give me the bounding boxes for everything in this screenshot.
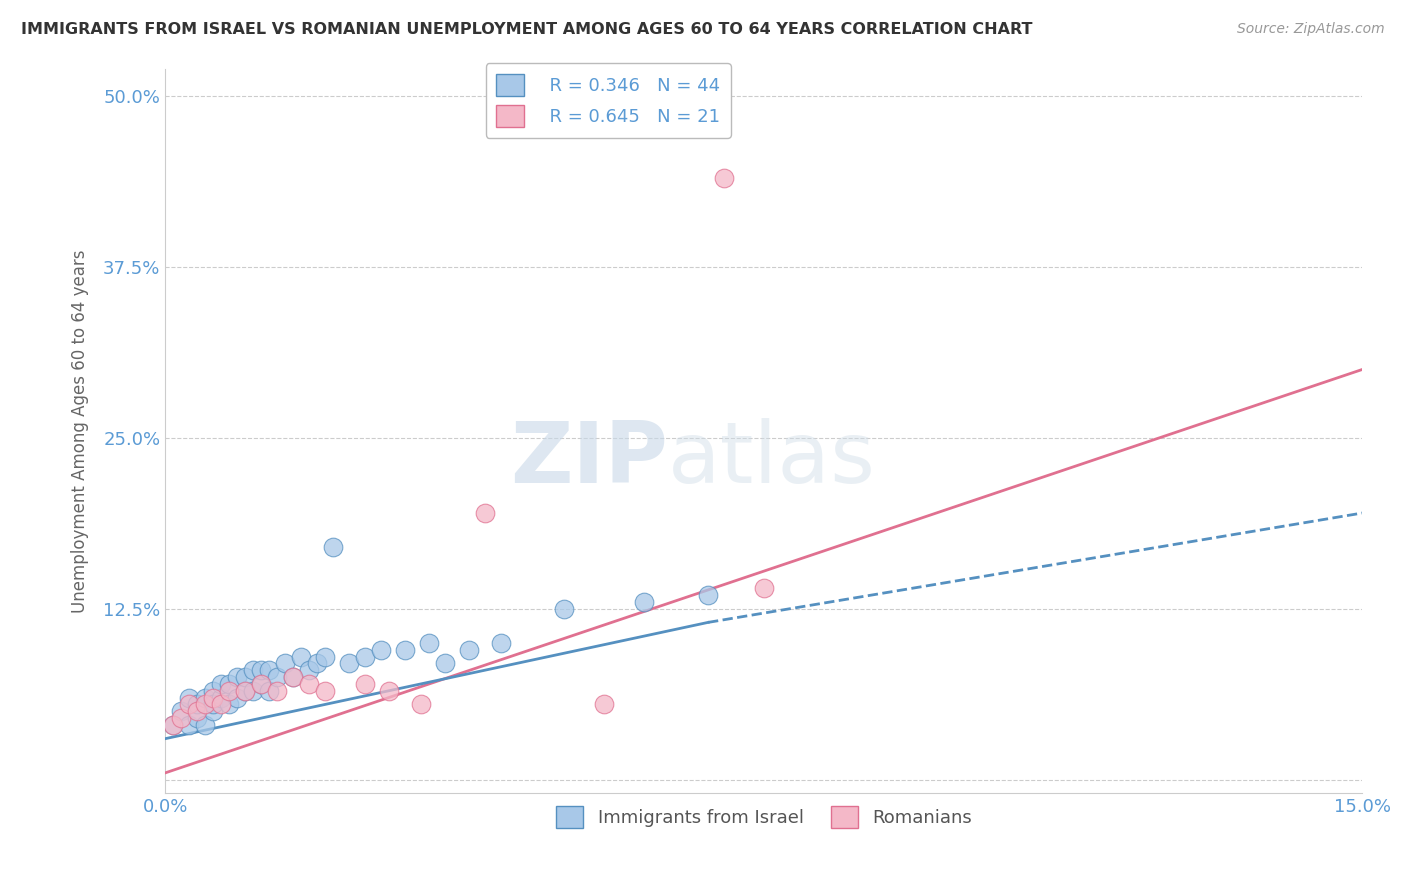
Point [281,670,304,684]
Point [697,588,720,602]
Point [250,663,273,677]
Point [170,704,193,718]
Point [378,683,401,698]
Point [186,704,208,718]
Point [250,677,273,691]
Point [242,683,264,698]
Point [218,698,240,712]
Point [298,663,321,677]
Point [202,698,225,712]
Point [250,677,273,691]
Point [257,683,280,698]
Point [418,636,440,650]
Point [186,711,208,725]
Point [226,670,249,684]
Point [226,690,249,705]
Point [170,711,193,725]
Point [186,698,208,712]
Point [553,601,575,615]
Point [209,677,232,691]
Point [752,581,775,595]
Point [242,663,264,677]
Point [218,677,240,691]
Text: IMMIGRANTS FROM ISRAEL VS ROMANIAN UNEMPLOYMENT AMONG AGES 60 TO 64 YEARS CORREL: IMMIGRANTS FROM ISRAEL VS ROMANIAN UNEMP… [21,22,1032,37]
Point [370,642,392,657]
Point [633,595,655,609]
Point [202,690,225,705]
Point [233,670,256,684]
Point [218,683,240,698]
Point [457,642,479,657]
Point [433,657,456,671]
Point [179,698,201,712]
Point [593,698,616,712]
Point [354,649,377,664]
Point [314,649,336,664]
Legend: Immigrants from Israel, Romanians: Immigrants from Israel, Romanians [548,798,979,835]
Y-axis label: Unemployment Among Ages 60 to 64 years: Unemployment Among Ages 60 to 64 years [72,249,89,613]
Text: ZIP: ZIP [510,418,668,501]
Point [179,690,201,705]
Point [257,663,280,677]
Point [194,690,217,705]
Point [202,704,225,718]
Point [314,683,336,698]
Point [489,636,512,650]
Point [233,683,256,698]
Point [354,677,377,691]
Point [202,683,225,698]
Point [162,718,184,732]
Point [274,657,297,671]
Point [305,657,328,671]
Point [194,698,217,712]
Point [266,683,288,698]
Point [474,506,496,520]
Point [194,718,217,732]
Point [409,698,432,712]
Point [290,649,312,664]
Text: Source: ZipAtlas.com: Source: ZipAtlas.com [1237,22,1385,37]
Point [322,540,344,554]
Point [233,683,256,698]
Point [266,670,288,684]
Point [209,690,232,705]
Point [298,677,321,691]
Point [209,698,232,712]
Point [394,642,416,657]
Point [162,718,184,732]
Point [713,170,735,185]
Point [281,670,304,684]
Point [179,718,201,732]
Point [337,657,360,671]
Text: atlas: atlas [668,418,876,501]
